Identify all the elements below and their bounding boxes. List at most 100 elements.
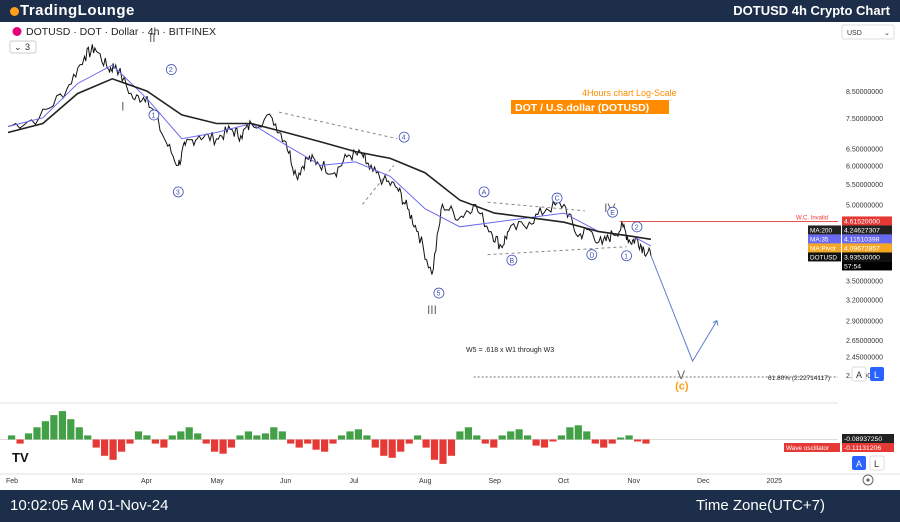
wave-label-circle [506, 254, 518, 266]
osc-bar [236, 435, 244, 440]
osc-bar [498, 435, 506, 440]
price-tag-name-bg [808, 243, 841, 253]
osc-log-button[interactable] [869, 455, 885, 471]
ma200-series-line [7, 77, 652, 241]
wave-label: (c) [675, 381, 689, 393]
osc-bar [371, 439, 379, 448]
osc-bar [33, 427, 41, 440]
osc-bar [591, 439, 599, 444]
x-tick-label: Sep [489, 478, 502, 485]
invalid-level-label: W.C. Invalid [796, 215, 828, 221]
osc-bar [439, 439, 447, 464]
wave-label-circle [433, 287, 445, 299]
osc-bar [380, 439, 388, 456]
osc-bar [287, 439, 295, 444]
trendline-lower-dashed [362, 165, 395, 205]
tradinglounge-logo: TradingLounge [10, 2, 135, 19]
y-tick-label: 5.00000000 [846, 202, 883, 209]
osc-bar [414, 435, 422, 440]
projection-path [650, 255, 718, 363]
price-tag-value-bg [842, 216, 892, 226]
price-tag-value: 4.61520000 [844, 218, 880, 225]
price-tag-name: MA:Pivot [810, 245, 836, 252]
wave-label: 2 [169, 67, 173, 74]
osc-bar [524, 435, 532, 440]
logo-text: TradingLounge [20, 2, 135, 19]
wave-label: E [610, 210, 615, 217]
currency-select[interactable] [841, 24, 895, 40]
osc-bar [219, 439, 227, 454]
log-scale-button[interactable] [870, 367, 884, 381]
footer-bar: 10:02:05 AM 01-Nov-24 Time Zone(UTC+7) [0, 490, 900, 522]
page-title: DOTUSD 4h Crypto Chart [733, 3, 890, 18]
wave-label-circle [165, 64, 177, 75]
wave-label: C [555, 196, 560, 203]
osc-bar [625, 435, 633, 440]
osc-bar [312, 439, 320, 450]
x-tick-label: Aug [419, 478, 432, 485]
grid: 8.50000000 7.50000000 6.50000000 6.00000000… [0, 22, 900, 490]
price-tag-name-bg [808, 234, 841, 244]
x-tick-label: Nov [628, 478, 641, 485]
chart-title: DOT / U.S.dollar (DOTUSD) [515, 102, 649, 114]
wave-label: V [677, 368, 685, 382]
osc-bar [227, 439, 236, 448]
triangle-upper-dashed [487, 201, 585, 212]
settings-gear-icon[interactable] [862, 474, 874, 486]
wave-label: III [427, 303, 437, 317]
y-tick-label: 8.50000000 [846, 89, 883, 96]
wave-label: I [121, 100, 124, 114]
osc-bar [16, 439, 24, 444]
osc-bar [481, 439, 489, 444]
osc-auto-button[interactable] [852, 456, 866, 470]
osc-bar [557, 435, 565, 440]
indicator-toggle[interactable] [9, 40, 37, 54]
osc-log-label: L [874, 459, 879, 469]
wave-label: II [149, 31, 156, 45]
price-tag-value-bg [842, 225, 892, 235]
osc-bar [321, 439, 329, 452]
osc-bar [507, 431, 515, 440]
osc-bar [405, 439, 413, 444]
wave-label-circle [586, 249, 598, 261]
osc-bar [253, 435, 261, 440]
auto-scale-button[interactable] [851, 366, 867, 382]
osc-bar [101, 439, 109, 456]
wave-label-circle [172, 186, 184, 198]
wave-label-circle [398, 131, 410, 143]
x-tick-label: Apr [141, 478, 153, 485]
footer-timestamp: 10:02:05 AM 01-Nov-24 [10, 497, 169, 514]
price-tag-value: 4.24627307 [844, 227, 880, 234]
triangle-lower-dashed [487, 246, 627, 256]
osc-bar [566, 427, 574, 440]
price-chart[interactable]: 8.50000000 7.50000000 6.50000000 6.00000000… [0, 22, 900, 490]
osc-bar [430, 439, 439, 460]
y-tick-label: 6.50000000 [846, 146, 883, 153]
osc-bar [8, 435, 16, 440]
osc-bar [574, 425, 582, 440]
currency-label: USD [847, 30, 862, 37]
osc-bar [202, 439, 210, 444]
osc-bar [211, 439, 219, 452]
wave-label-circle [607, 206, 619, 218]
osc-bar [143, 435, 151, 440]
osc-bar [177, 431, 185, 440]
osc-bar [464, 427, 472, 440]
osc-bar [515, 429, 523, 440]
y-tick-label: 3.50000000 [846, 279, 883, 286]
osc-bar [634, 439, 642, 442]
osc-bar [583, 431, 591, 440]
osc-bar [549, 439, 557, 442]
osc-bar [134, 431, 143, 440]
osc-bar [118, 439, 126, 452]
price-tag-name: MA:35 [810, 236, 829, 243]
x-tick-label: Feb [6, 478, 18, 485]
osc-bar [642, 439, 650, 444]
osc-bar [24, 433, 33, 440]
tv-logo: TV [12, 450, 29, 465]
osc-bar [354, 429, 362, 440]
wave-label-circle [631, 221, 643, 233]
osc-bar [270, 427, 278, 440]
wave-label: 1 [152, 113, 156, 120]
logo-dot-icon [10, 6, 19, 16]
